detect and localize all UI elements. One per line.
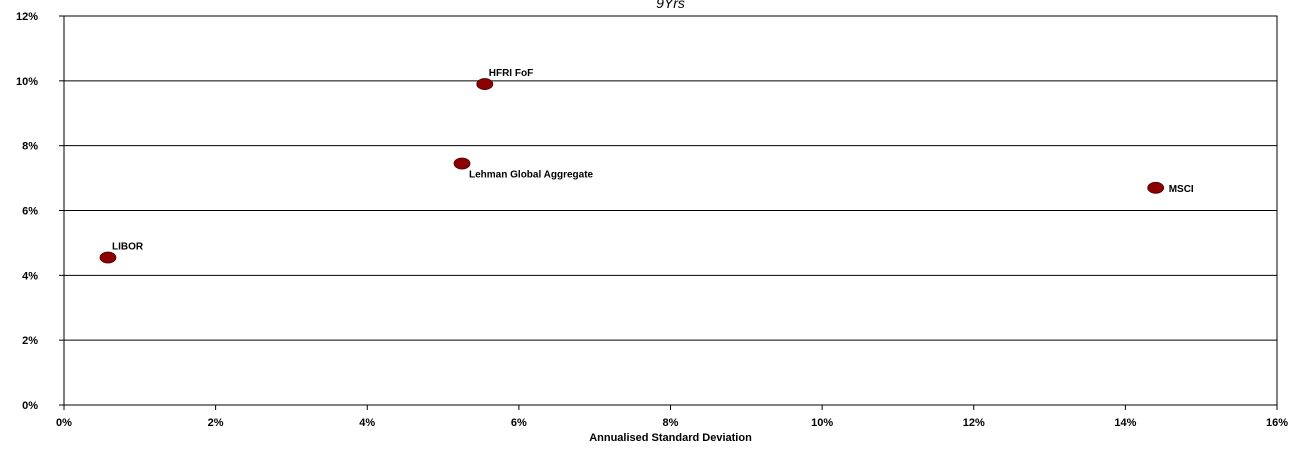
x-tick-label: 0% (56, 417, 72, 429)
chart-title: 9Yrs (656, 0, 685, 11)
y-tick-label: 10% (16, 76, 38, 88)
x-tick-label: 10% (811, 417, 833, 429)
x-tick-label: 14% (1114, 417, 1136, 429)
point-label-libor: LIBOR (112, 242, 144, 253)
y-tick-label: 2% (22, 335, 38, 347)
point-msci (1147, 181, 1165, 194)
point-label-msci: MSCI (1169, 184, 1194, 195)
y-tick-label: 12% (16, 11, 38, 23)
point-hfri-fof (476, 78, 494, 90)
point-label-hfri-fof: HFRI FoF (489, 68, 533, 79)
x-tick-label: 8% (663, 417, 679, 429)
point-label-lehman-global-aggregate: Lehman Global Aggregate (469, 169, 594, 180)
x-tick-label: 2% (208, 417, 224, 429)
y-tick-label: 6% (22, 206, 38, 218)
x-axis-title: Annualised Standard Deviation (589, 432, 752, 444)
point-libor (99, 251, 117, 264)
axis-ticks: 0% 2% 4% 6% 8% 10% 12% 0% 2% 4% 6% 8% 10% 12% 14% 16% (16, 11, 1288, 429)
y-tick-label: 8% (22, 141, 38, 153)
x-tick-label: 4% (359, 417, 375, 429)
x-tick-label: 6% (511, 417, 527, 429)
y-tick-label: 0% (22, 400, 38, 412)
x-tick-label: 16% (1266, 417, 1288, 429)
gridlines (64, 80, 1277, 341)
point-lehman-global-aggregate (453, 157, 471, 170)
x-tick-label: 12% (963, 417, 985, 429)
data-points: HFRI FoF Lehman Global Aggregate MSCI LIBOR (99, 68, 1194, 264)
y-tick-label: 4% (22, 270, 38, 282)
